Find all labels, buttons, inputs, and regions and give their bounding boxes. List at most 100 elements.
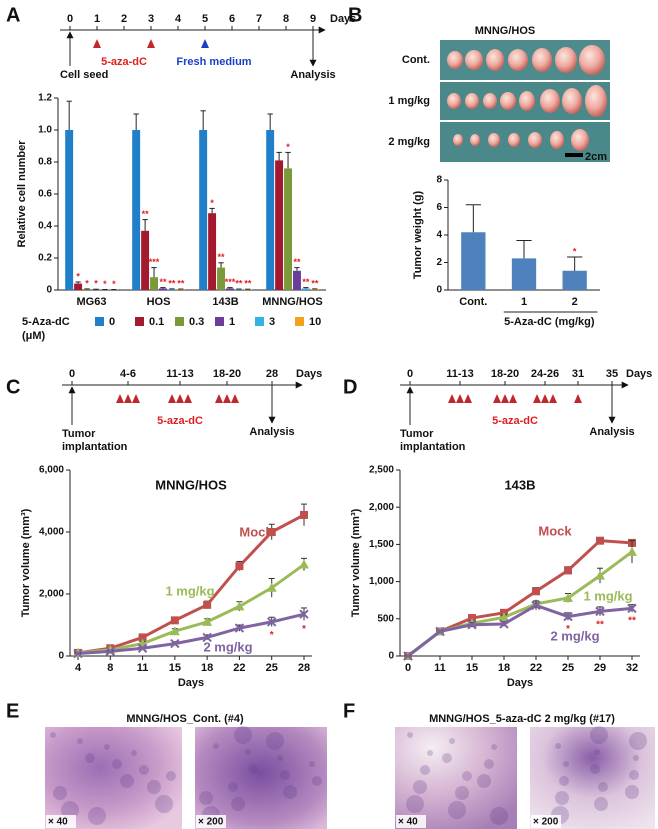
tissue-texture	[420, 765, 430, 775]
x-tick-label: 29	[594, 662, 606, 674]
legend-label: 10	[309, 316, 321, 328]
significance: **	[218, 252, 226, 262]
tumor	[470, 134, 480, 146]
scale-bar	[565, 153, 583, 157]
marker	[299, 559, 309, 569]
significance: *	[210, 198, 214, 208]
start-label: Tumor	[62, 428, 96, 440]
y-axis-label: Relative cell number	[16, 140, 28, 248]
tissue-texture	[559, 776, 569, 786]
bar	[208, 213, 217, 290]
tissue-texture	[231, 797, 245, 811]
tissue-texture	[266, 732, 284, 750]
tumor	[571, 129, 589, 151]
timeline-label: 8	[283, 13, 289, 25]
significance: ***	[225, 277, 236, 287]
marker	[234, 623, 245, 633]
drug-label: 5-aza-dC	[101, 56, 147, 68]
bar	[217, 267, 225, 290]
end-label: Analysis	[589, 426, 634, 438]
tissue-texture	[312, 776, 322, 786]
panel-label: E	[6, 700, 19, 722]
tissue-texture	[213, 743, 219, 749]
marker	[299, 609, 309, 619]
timeline-unit: Days	[296, 368, 322, 380]
x-tick-label: 25	[562, 662, 574, 674]
start-label: Cell seed	[60, 69, 108, 81]
x-tick-label: 32	[626, 662, 638, 674]
tissue-texture	[248, 764, 258, 774]
y-axis-label: Tumor volume (mm³)	[20, 508, 32, 617]
y-tick-label: 1,500	[369, 539, 394, 550]
magnification-box	[46, 815, 76, 828]
treatment-marker	[509, 394, 517, 403]
treatment-marker	[168, 394, 176, 403]
bar	[74, 283, 83, 290]
treatment-marker	[201, 39, 209, 48]
tumor	[483, 93, 497, 109]
x-tick-label: 4	[75, 662, 82, 674]
magnification-label: × 40	[398, 817, 418, 828]
tumor	[540, 89, 560, 113]
timeline-label: 3	[148, 13, 154, 25]
x-tick-label: 1	[521, 296, 527, 308]
x-axis-label: 5-Aza-dC (mg/kg)	[504, 316, 595, 328]
tissue-texture	[50, 732, 56, 738]
tissue-texture	[120, 774, 134, 788]
magnification-box	[396, 815, 426, 828]
marker	[170, 616, 179, 625]
series-line	[407, 603, 633, 658]
x-tick-label: 28	[298, 662, 310, 674]
legend-label: 3	[269, 316, 275, 328]
y-tick-label: 6	[436, 202, 442, 213]
tissue-texture	[104, 744, 110, 750]
tumor-photos	[440, 40, 610, 162]
panel-label: B	[348, 4, 362, 26]
x-tick-label: 0	[405, 662, 411, 674]
tumor	[465, 93, 479, 109]
significance: ***	[149, 257, 160, 267]
timeline-unit: Days	[330, 13, 356, 25]
tissue-texture	[283, 785, 297, 799]
y-tick-label: 0.2	[38, 253, 52, 264]
tissue-texture	[406, 795, 424, 813]
histology-image	[45, 727, 182, 829]
timeline-label: 0	[67, 13, 73, 25]
tissue-texture	[427, 750, 433, 756]
tissue-texture	[234, 726, 252, 744]
x-axis-label: Days	[178, 677, 204, 689]
tissue-texture	[61, 801, 79, 819]
tissue-texture	[555, 791, 569, 805]
treatment-marker	[215, 394, 223, 403]
tumor	[500, 92, 516, 110]
tissue-texture	[555, 743, 561, 749]
treatment-marker	[176, 394, 184, 403]
timeline-label: 2	[121, 13, 127, 25]
legend-label: 0.3	[189, 316, 204, 328]
significance: **	[302, 277, 310, 287]
timeline-label: 28	[266, 368, 278, 380]
series-line	[77, 563, 305, 655]
timeline-label: 24-26	[531, 368, 559, 380]
series-label: Mock	[239, 524, 273, 539]
tissue-texture	[413, 780, 427, 794]
x-tick-label: 22	[233, 662, 245, 674]
y-tick-label: 500	[377, 613, 394, 624]
bar	[226, 288, 234, 290]
legend-label: 0.1	[149, 316, 164, 328]
marker	[627, 603, 637, 614]
magnification-box	[196, 815, 226, 828]
significance: *	[94, 279, 98, 289]
x-axis-label: Days	[507, 677, 533, 689]
tissue-texture	[449, 738, 455, 744]
bar	[65, 130, 74, 290]
treatment-marker	[231, 394, 239, 403]
histology-image	[395, 727, 517, 829]
treatment-marker	[116, 394, 124, 403]
bar	[199, 130, 208, 290]
tissue-texture	[155, 795, 173, 813]
histology-title: MNNG/HOS_5-aza-dC 2 mg/kg (#17)	[429, 713, 615, 725]
treatment-marker	[574, 394, 582, 403]
bar	[159, 288, 167, 290]
